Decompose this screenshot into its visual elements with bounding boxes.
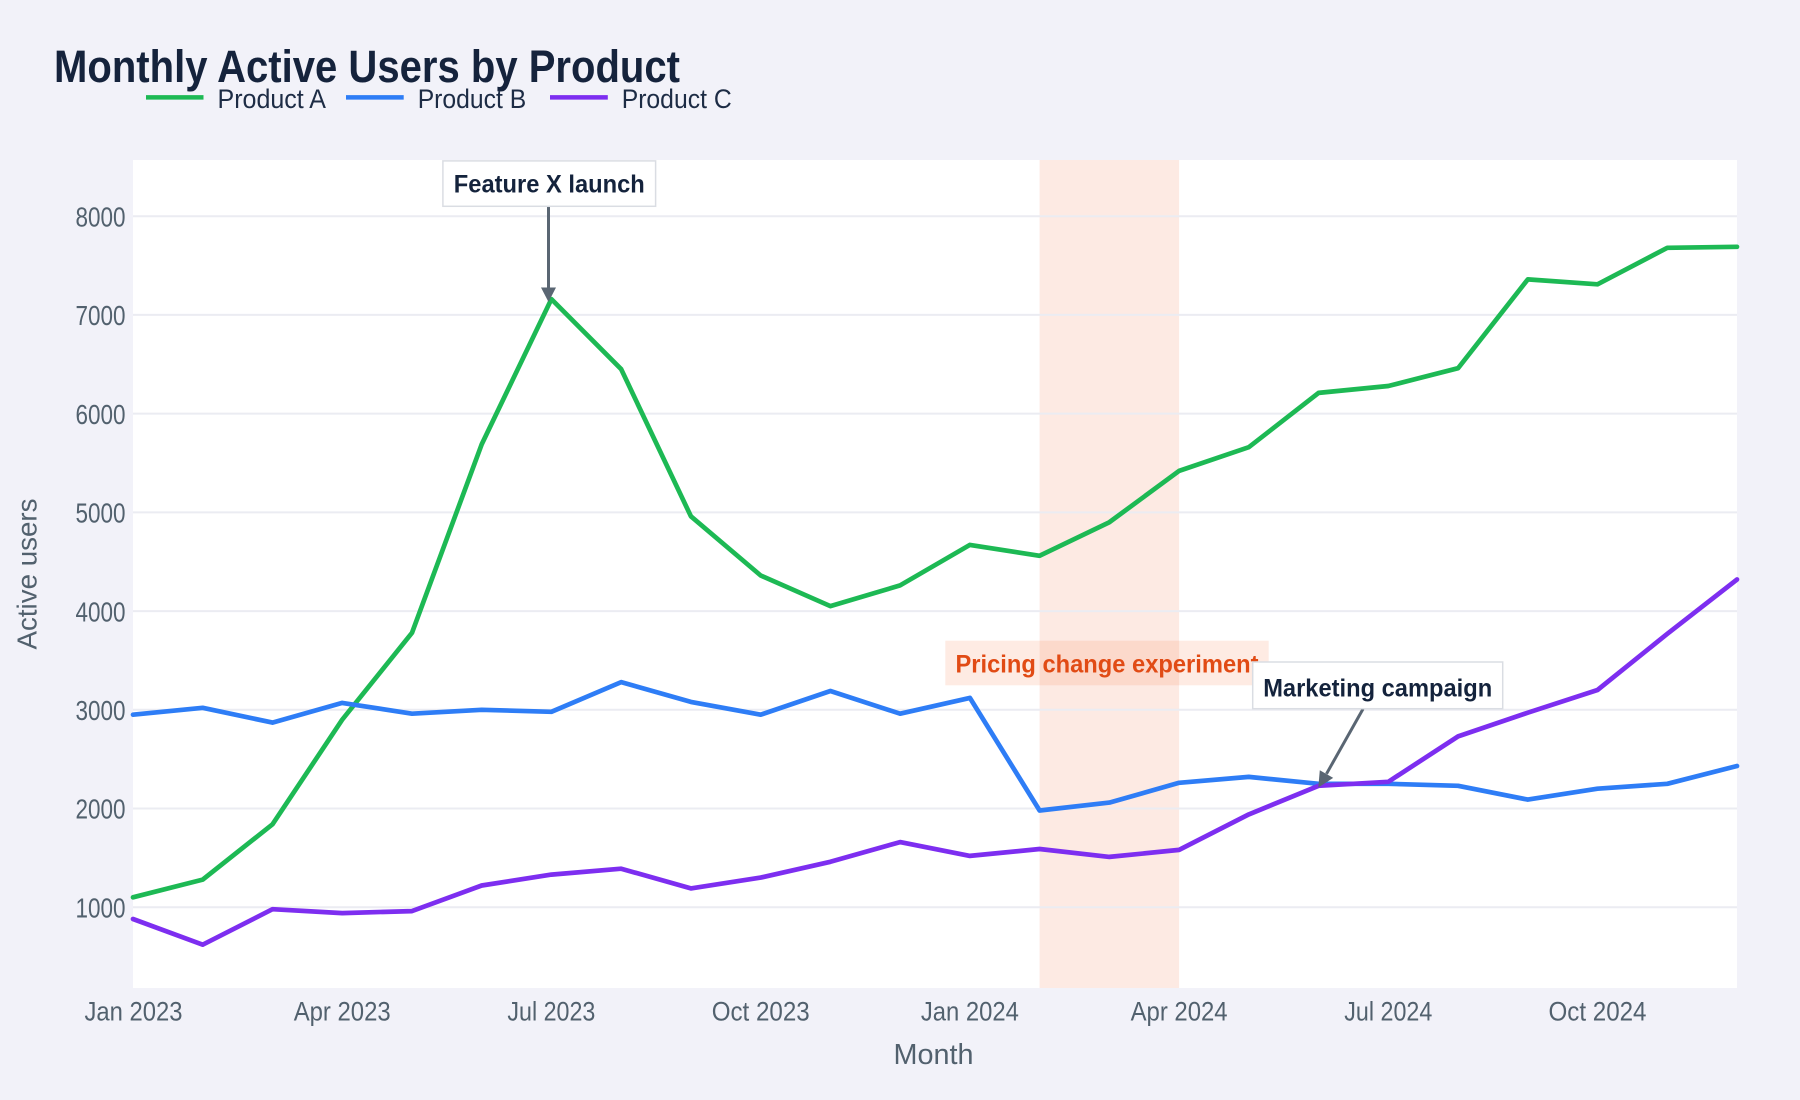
- svg-text:Jan 2024: Jan 2024: [921, 997, 1019, 1027]
- svg-text:1000: 1000: [76, 892, 126, 923]
- svg-text:5000: 5000: [76, 498, 126, 529]
- svg-text:Pricing change experiment: Pricing change experiment: [956, 650, 1260, 678]
- svg-text:Jul 2024: Jul 2024: [1344, 997, 1432, 1027]
- svg-text:4000: 4000: [76, 596, 126, 627]
- svg-text:6000: 6000: [76, 399, 126, 430]
- svg-text:Monthly Active Users by Produc: Monthly Active Users by Product: [54, 41, 680, 92]
- svg-text:Active users: Active users: [12, 499, 43, 650]
- svg-text:Jul 2023: Jul 2023: [507, 997, 595, 1027]
- svg-text:2000: 2000: [76, 794, 126, 825]
- svg-text:Product C: Product C: [622, 84, 732, 114]
- svg-text:Oct 2023: Oct 2023: [712, 997, 810, 1027]
- svg-text:Jan 2023: Jan 2023: [85, 997, 183, 1027]
- svg-text:Month: Month: [894, 1039, 974, 1071]
- svg-text:8000: 8000: [76, 201, 126, 232]
- svg-text:Apr 2024: Apr 2024: [1131, 997, 1228, 1027]
- svg-text:Marketing campaign: Marketing campaign: [1263, 674, 1492, 702]
- svg-text:Product B: Product B: [418, 84, 527, 114]
- svg-text:Apr 2023: Apr 2023: [294, 997, 391, 1027]
- svg-text:Oct 2024: Oct 2024: [1549, 997, 1647, 1027]
- svg-text:3000: 3000: [76, 695, 126, 726]
- svg-text:Product A: Product A: [218, 84, 327, 114]
- svg-text:7000: 7000: [76, 300, 126, 331]
- svg-text:Feature X launch: Feature X launch: [454, 170, 645, 198]
